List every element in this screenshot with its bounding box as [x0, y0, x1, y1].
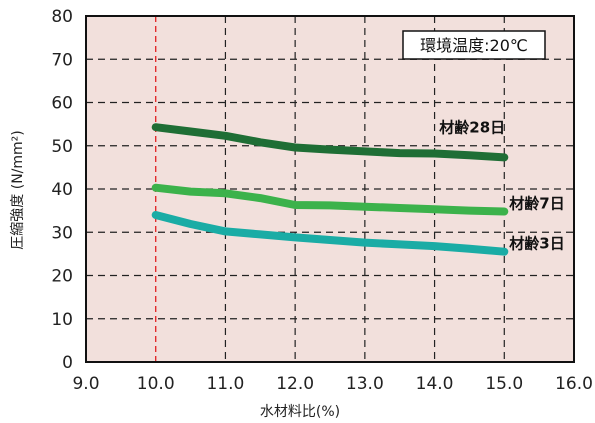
series-label-1: 材齢7日 — [509, 194, 564, 212]
x-tick-label: 16.0 — [555, 374, 593, 394]
x-tick-labels: 9.0 10.0 11.0 12.0 13.0 14.0 15.0 16.0 — [72, 374, 592, 394]
y-tick-label: 20 — [51, 267, 73, 287]
condition-box-frame — [402, 30, 546, 60]
x-tick-label: 15.0 — [485, 374, 523, 394]
condition-text: 環境温度:20℃ — [420, 36, 528, 55]
series-lines — [151, 123, 509, 256]
x-tick-label: 12.0 — [276, 374, 314, 394]
x-tick-label: 14.0 — [416, 374, 454, 394]
x-tick-label: 9.0 — [72, 374, 99, 394]
y-tick-label: 0 — [62, 353, 73, 373]
y-axis-title: 圧縮強度 (N/mm²) — [10, 130, 26, 249]
y-tick-label: 30 — [51, 223, 73, 243]
x-tick-label: 13.0 — [346, 374, 384, 394]
y-tick-label: 80 — [51, 7, 73, 27]
y-tick-label: 50 — [51, 137, 73, 157]
y-tick-label: 40 — [51, 180, 73, 200]
plot-frame — [85, 15, 575, 363]
x-tick-label-highlight: 10.0 — [137, 374, 175, 394]
y-tick-labels: 0 10 20 30 40 50 60 70 80 — [51, 7, 73, 373]
series-line-1 — [151, 183, 509, 216]
y-tick-label: 10 — [51, 310, 73, 330]
y-tick-label: 70 — [51, 50, 73, 70]
y-tick-label: 60 — [51, 94, 73, 114]
series-label-2: 材齢3日 — [509, 235, 564, 253]
series-label-0: 材齢28日 — [439, 118, 505, 136]
series-line-2 — [151, 211, 509, 256]
x-tick-label: 11.0 — [206, 374, 244, 394]
x-axis-title: 水材料比(%) — [260, 404, 340, 420]
condition-box: 環境温度:20℃ — [402, 30, 546, 60]
series-line-0 — [151, 123, 509, 162]
